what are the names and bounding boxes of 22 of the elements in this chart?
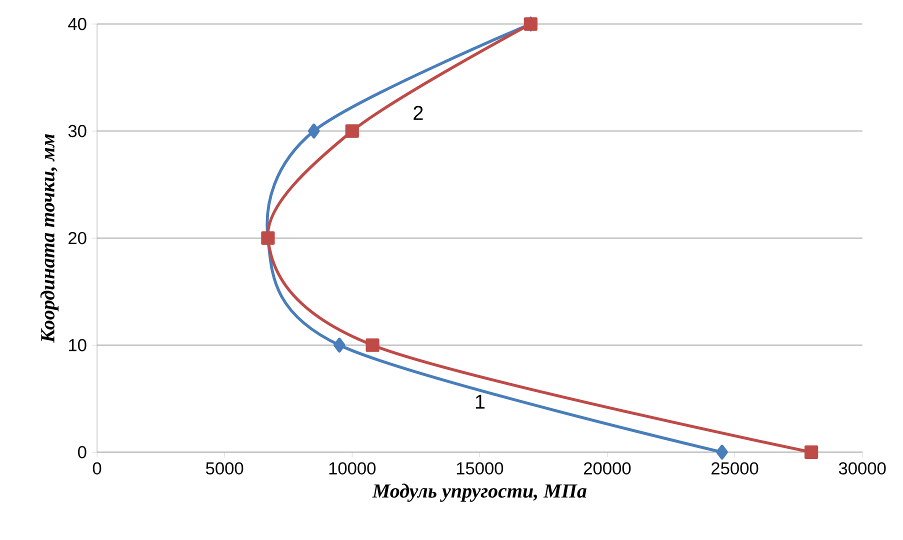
y-tick-label: 20 <box>68 232 86 244</box>
point <box>345 124 359 138</box>
x-tick-label: 10000 <box>329 462 376 474</box>
point <box>366 338 380 352</box>
point <box>804 445 818 459</box>
x-tick-label: 20000 <box>584 462 631 474</box>
y-tick-label: 0 <box>78 446 86 458</box>
x-tick-label: 5000 <box>206 462 244 474</box>
x-axis-title: Модуль упругости, МПа <box>372 484 586 502</box>
point <box>308 123 320 138</box>
x-tick-label: 15000 <box>456 462 504 474</box>
y-tick-label: 40 <box>68 18 86 30</box>
series-label: 2 <box>414 106 423 120</box>
x-tick-label: 0 <box>92 462 102 474</box>
series-label: 1 <box>476 394 485 409</box>
x-tick-label: 30000 <box>838 462 886 474</box>
point <box>716 444 728 460</box>
y-tick-label: 10 <box>69 338 86 352</box>
y-tick-label: 30 <box>68 124 86 138</box>
x-tick-label: 25000 <box>712 462 758 474</box>
y-axis-title: Координата точки, мм <box>40 134 59 343</box>
point <box>333 338 346 353</box>
